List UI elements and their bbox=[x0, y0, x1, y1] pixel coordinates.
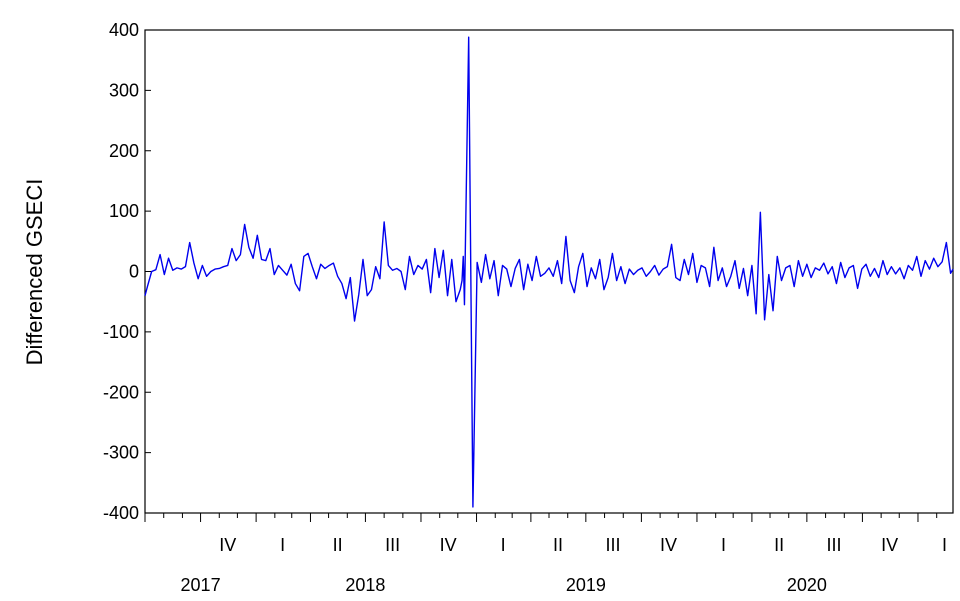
x-quarter-label: III bbox=[827, 535, 842, 555]
y-tick-label: 400 bbox=[109, 20, 139, 40]
x-quarter-label: III bbox=[606, 535, 621, 555]
y-tick-label: -100 bbox=[103, 322, 139, 342]
x-quarter-label: II bbox=[333, 535, 343, 555]
x-year-label: 2017 bbox=[181, 575, 221, 595]
x-quarter-label: I bbox=[721, 535, 726, 555]
y-axis: 400 300 200 100 0 -100 -200 -300 -400 bbox=[103, 20, 151, 523]
y-tick-label: 300 bbox=[109, 80, 139, 100]
y-tick-label: -400 bbox=[103, 503, 139, 523]
x-quarter-label: I bbox=[942, 535, 947, 555]
x-quarter-label: I bbox=[280, 535, 285, 555]
x-quarter-label: III bbox=[385, 535, 400, 555]
series-layer bbox=[144, 36, 954, 508]
x-quarter-label: IV bbox=[660, 535, 677, 555]
x-quarter-label: II bbox=[774, 535, 784, 555]
y-tick-label: 0 bbox=[129, 262, 139, 282]
x-year-label: 2020 bbox=[787, 575, 827, 595]
y-axis-label: Differenced GSECI bbox=[22, 179, 47, 366]
y-tick-label: 200 bbox=[109, 141, 139, 161]
x-year-label: 2019 bbox=[566, 575, 606, 595]
x-quarter-label: IV bbox=[440, 535, 457, 555]
series-line bbox=[144, 36, 954, 508]
plot-frame bbox=[144, 29, 954, 514]
x-quarter-label: II bbox=[553, 535, 563, 555]
y-tick-label: -200 bbox=[103, 382, 139, 402]
x-year-label: 2018 bbox=[345, 575, 385, 595]
y-tick-label: 100 bbox=[109, 201, 139, 221]
x-quarter-label: IV bbox=[219, 535, 236, 555]
x-quarter-label: I bbox=[501, 535, 506, 555]
y-tick-label: -300 bbox=[103, 443, 139, 463]
x-quarter-label: IV bbox=[881, 535, 898, 555]
